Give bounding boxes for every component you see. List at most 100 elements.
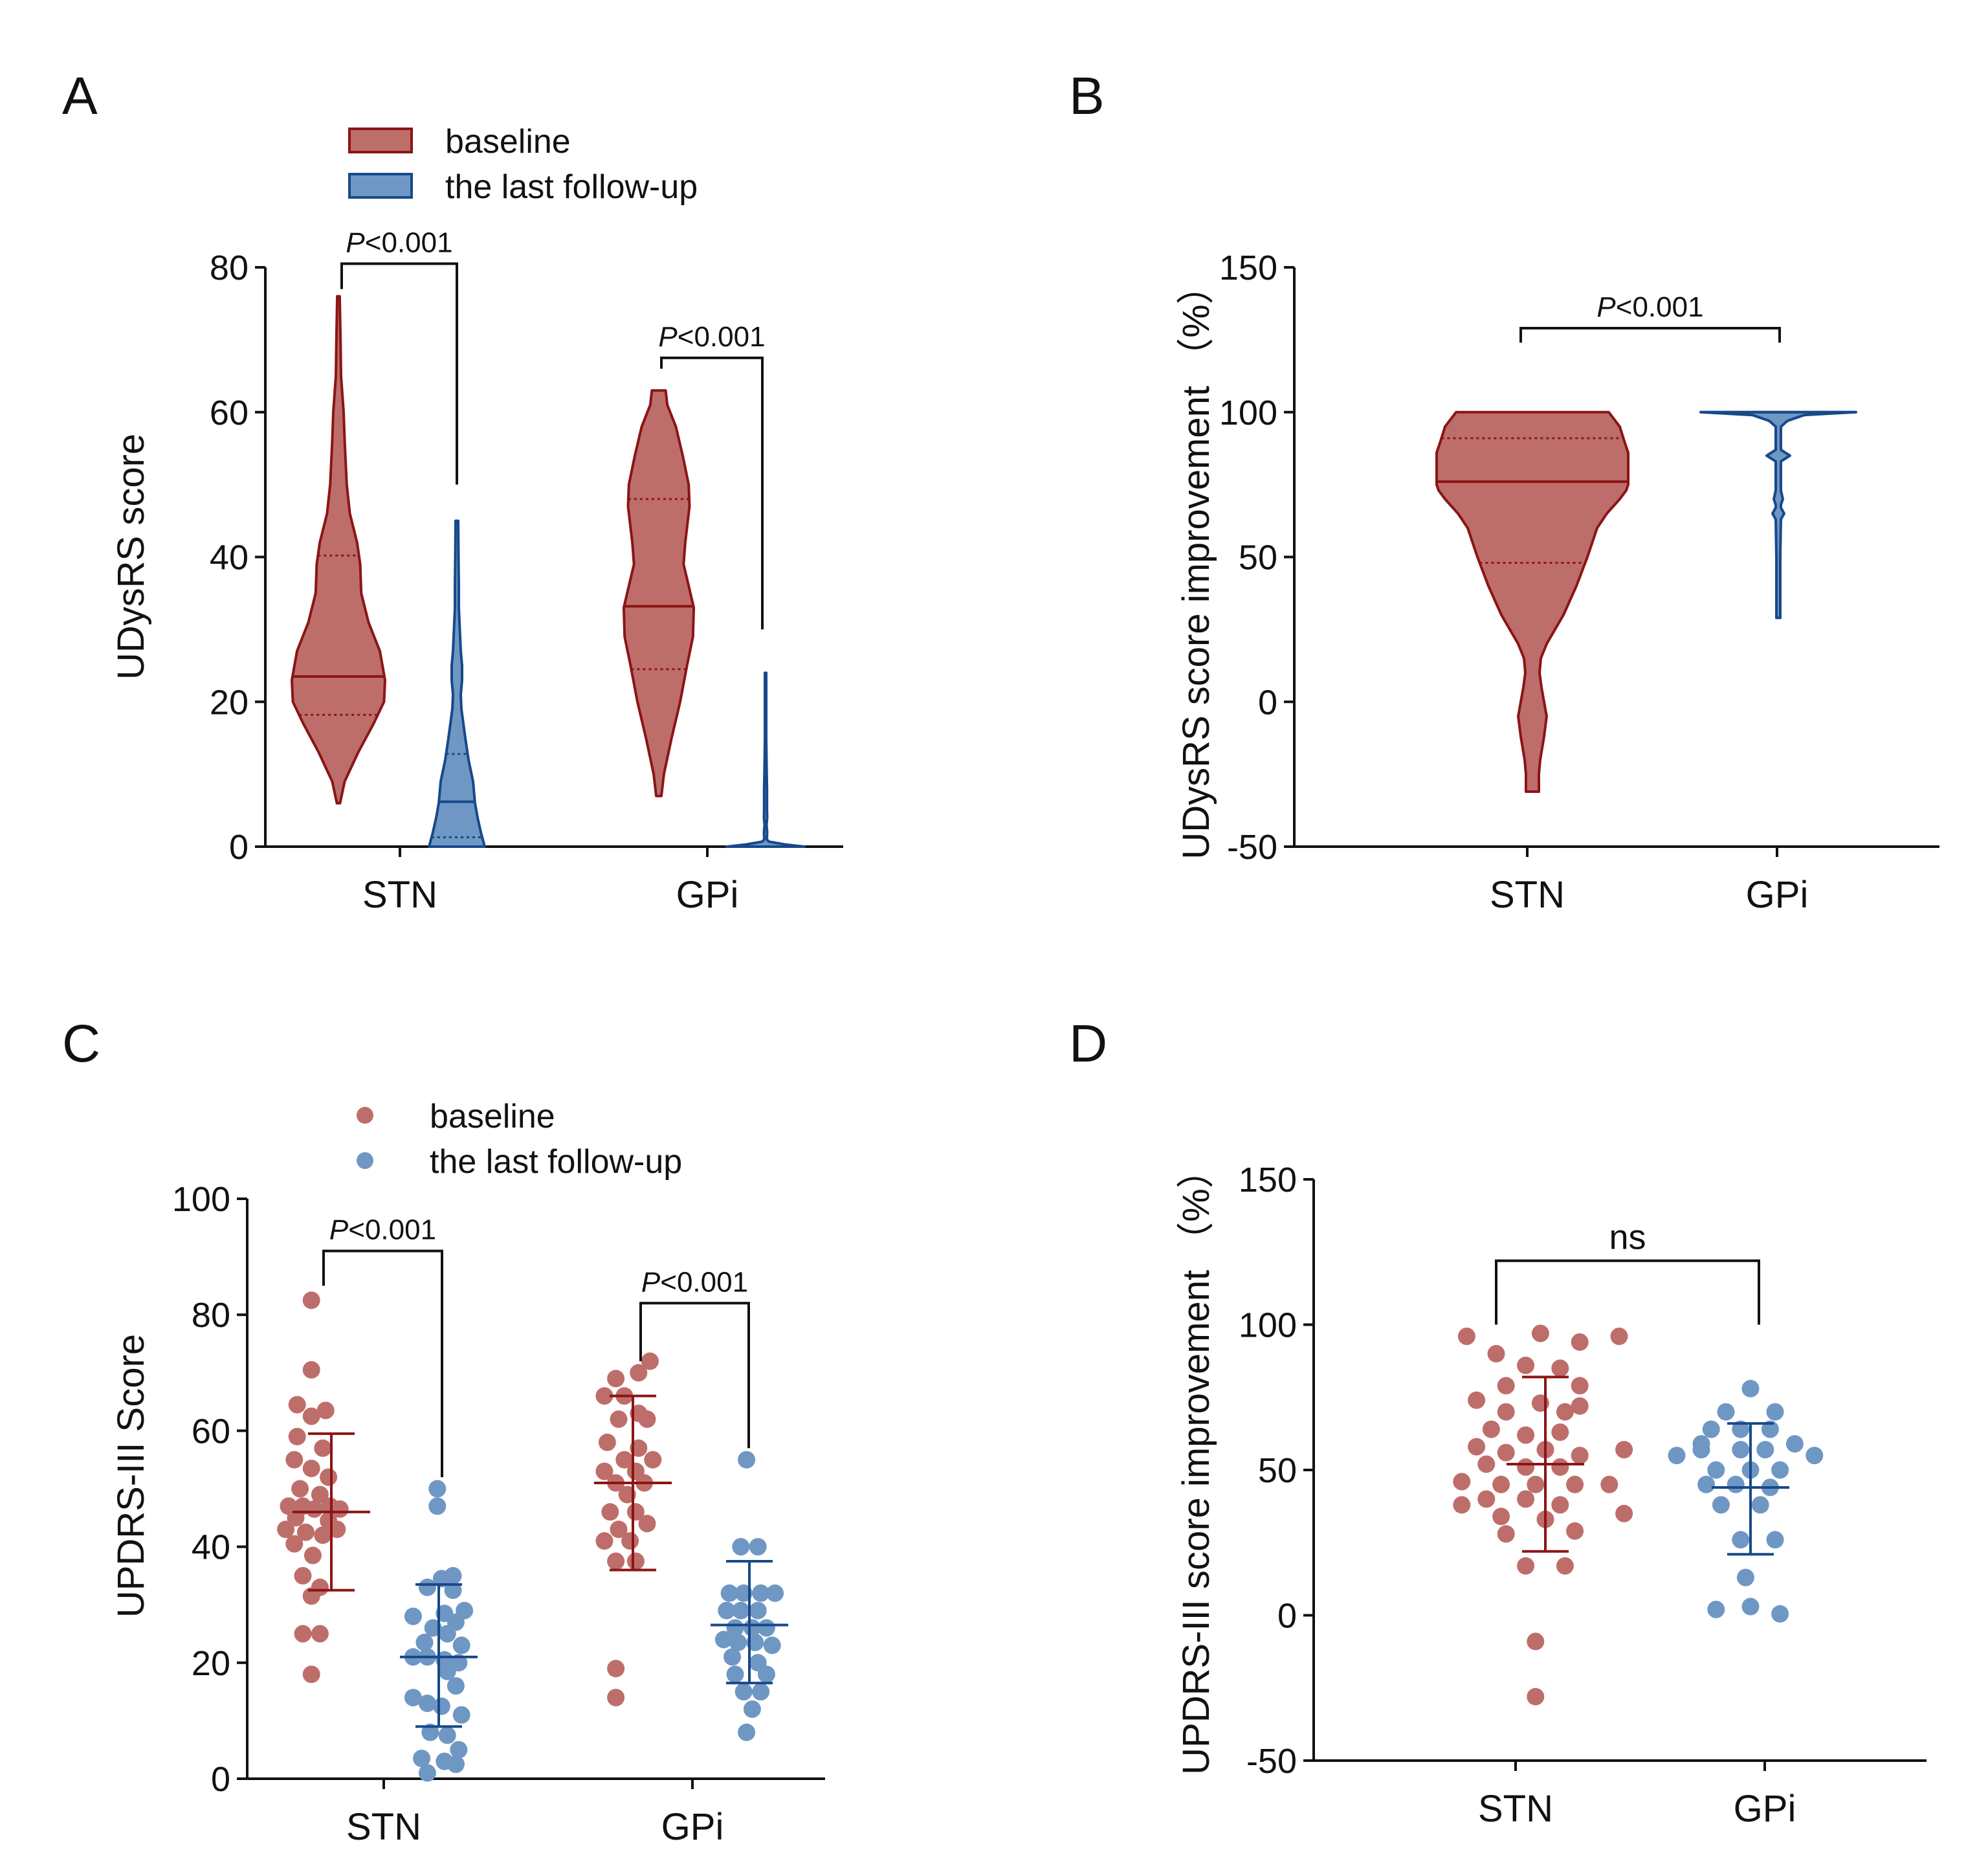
data-point bbox=[607, 1689, 625, 1707]
data-point bbox=[291, 1480, 309, 1498]
data-point bbox=[1531, 1324, 1549, 1342]
data-point bbox=[1492, 1508, 1510, 1526]
data-point bbox=[720, 1584, 738, 1602]
violin-stn-follow-up bbox=[428, 519, 486, 848]
significance-label: P<0.001 bbox=[658, 321, 765, 353]
y-tick-label: 20 bbox=[192, 1644, 230, 1683]
significance-bracket bbox=[322, 1249, 443, 1478]
data-point bbox=[734, 1584, 753, 1602]
data-point bbox=[305, 1500, 324, 1518]
data-point bbox=[1497, 1377, 1515, 1395]
y-tick-label: -50 bbox=[1246, 1742, 1297, 1781]
y-tick-label: 40 bbox=[192, 1528, 230, 1567]
data-point bbox=[618, 1486, 636, 1504]
data-point bbox=[285, 1535, 304, 1553]
violin-body bbox=[428, 519, 486, 848]
legend-dot-baseline bbox=[357, 1107, 373, 1124]
data-point bbox=[638, 1410, 656, 1428]
data-point bbox=[757, 1665, 775, 1684]
data-point bbox=[714, 1631, 733, 1649]
y-tick-label: 100 bbox=[1219, 394, 1277, 432]
data-point bbox=[1751, 1496, 1769, 1514]
data-point bbox=[610, 1410, 628, 1428]
data-point bbox=[763, 1636, 781, 1654]
data-point bbox=[595, 1532, 613, 1550]
scatter-gpi-improvement bbox=[1668, 1379, 1824, 1623]
data-point bbox=[630, 1364, 648, 1382]
legend-dot-follow-up bbox=[357, 1152, 373, 1169]
data-point bbox=[294, 1625, 312, 1643]
data-point bbox=[288, 1396, 306, 1414]
data-point bbox=[1453, 1473, 1471, 1491]
data-point bbox=[734, 1683, 753, 1701]
data-point bbox=[743, 1619, 761, 1637]
data-point bbox=[1517, 1426, 1535, 1444]
data-point bbox=[732, 1601, 750, 1620]
data-point bbox=[743, 1700, 761, 1718]
data-point bbox=[1766, 1531, 1784, 1549]
data-point bbox=[726, 1665, 744, 1684]
data-point bbox=[1566, 1475, 1584, 1493]
x-tick-label-stn: STN bbox=[1490, 874, 1565, 916]
data-point bbox=[302, 1291, 320, 1309]
panel-label-c: C bbox=[62, 1014, 100, 1073]
legend-label-baseline: baseline bbox=[445, 123, 571, 161]
data-point bbox=[595, 1462, 613, 1480]
data-point bbox=[1551, 1458, 1569, 1476]
data-point bbox=[1692, 1441, 1710, 1459]
data-point bbox=[1492, 1475, 1510, 1493]
data-point bbox=[607, 1370, 625, 1388]
data-point bbox=[1707, 1461, 1725, 1479]
panel-a-legend: baseline the last follow-up bbox=[348, 123, 698, 206]
panel-label-b: B bbox=[1069, 67, 1105, 126]
data-point bbox=[1610, 1328, 1628, 1345]
data-point bbox=[287, 1509, 305, 1527]
data-point bbox=[752, 1584, 770, 1602]
violin-gpi-follow-up bbox=[725, 671, 806, 848]
y-tick-label: 60 bbox=[210, 394, 248, 432]
violin-body bbox=[1699, 410, 1857, 619]
panel-c-legend: baseline the last follow-up bbox=[357, 1098, 682, 1181]
y-tick-label: -50 bbox=[1227, 828, 1277, 867]
data-point bbox=[615, 1451, 634, 1469]
data-point bbox=[723, 1648, 742, 1666]
data-point bbox=[1477, 1490, 1496, 1508]
data-point bbox=[413, 1750, 431, 1768]
data-point bbox=[1477, 1455, 1496, 1473]
data-point bbox=[601, 1503, 619, 1521]
data-point bbox=[438, 1726, 456, 1744]
data-point bbox=[438, 1625, 456, 1643]
data-point bbox=[438, 1662, 456, 1680]
legend-swatch-follow-up bbox=[348, 173, 413, 199]
y-tick-label: 150 bbox=[1219, 249, 1277, 287]
data-point bbox=[1741, 1379, 1760, 1397]
data-point bbox=[1571, 1397, 1589, 1415]
significance-b: P<0.001 bbox=[1519, 291, 1781, 343]
data-point bbox=[316, 1401, 335, 1419]
data-point bbox=[1756, 1441, 1774, 1459]
data-point bbox=[757, 1619, 775, 1637]
y-tick-label: 80 bbox=[210, 249, 248, 287]
data-point bbox=[304, 1546, 322, 1564]
panel-c-y-axis-title: UPDRS-III Score bbox=[110, 1334, 152, 1618]
data-point bbox=[1517, 1557, 1535, 1575]
significance-label: P<0.001 bbox=[346, 227, 452, 258]
y-tick-label: 100 bbox=[172, 1180, 230, 1219]
data-point bbox=[638, 1515, 656, 1533]
data-point bbox=[1771, 1461, 1789, 1479]
data-point bbox=[424, 1619, 442, 1637]
data-point bbox=[452, 1706, 470, 1724]
y-tick-label: 60 bbox=[192, 1412, 230, 1451]
panel-label-d: D bbox=[1069, 1014, 1107, 1073]
panel-a-axes: 0 20 40 60 80 STN GPi bbox=[210, 249, 843, 916]
legend-label-baseline: baseline bbox=[430, 1098, 555, 1135]
significance-bracket bbox=[639, 1302, 750, 1449]
panel-b-axes: -50 0 50 100 150 STN GPi bbox=[1219, 249, 1939, 916]
scatter-gpi-follow-up bbox=[711, 1451, 788, 1741]
significance-label: P<0.001 bbox=[1596, 291, 1703, 323]
violin-body bbox=[622, 389, 696, 797]
data-point bbox=[314, 1439, 332, 1457]
data-point bbox=[302, 1460, 320, 1478]
data-point bbox=[644, 1451, 662, 1469]
data-point bbox=[421, 1723, 439, 1741]
